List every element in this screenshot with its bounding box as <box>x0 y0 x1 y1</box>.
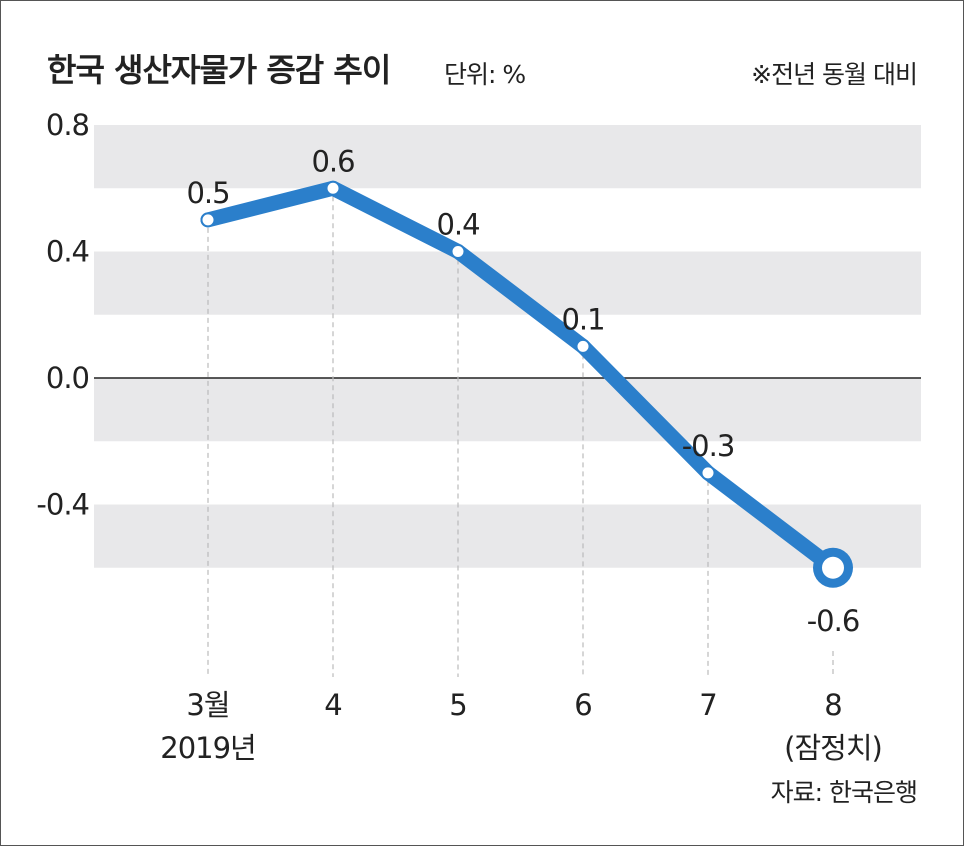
comparison-note: ※전년 동월 대비 <box>751 60 918 89</box>
x-tick-label: 8 <box>824 688 841 722</box>
data-point <box>700 465 716 481</box>
data-label: -0.6 <box>807 604 860 638</box>
data-label: 0.1 <box>561 302 604 336</box>
data-point <box>575 338 591 354</box>
data-point-highlight-center <box>822 556 844 579</box>
x-tick-label: 3월 <box>186 688 229 722</box>
x-tick-label: 5 <box>449 688 466 722</box>
grid-band <box>94 378 921 442</box>
grid-band <box>94 125 921 189</box>
unit-label: 단위: % <box>444 60 526 89</box>
chart-title: 한국 생산자물가 증감 추이 <box>47 51 391 89</box>
data-label: 0.6 <box>311 144 354 178</box>
x-tick-label: (잠정치) <box>784 731 882 765</box>
x-tick-label: 4 <box>324 688 341 722</box>
x-tick-label: 6 <box>574 688 591 722</box>
data-point <box>325 180 341 196</box>
series-line <box>200 180 841 576</box>
data-label: 0.5 <box>186 176 229 210</box>
data-point <box>450 244 466 259</box>
y-tick-label: 0.4 <box>46 235 89 269</box>
data-point <box>200 212 216 228</box>
y-tick-label: 0.0 <box>46 361 89 395</box>
y-tick-label: -0.4 <box>36 488 89 522</box>
data-label: -0.3 <box>682 429 735 463</box>
x-tick-label: 2019년 <box>160 731 255 765</box>
y-tick-label: 0.8 <box>46 108 89 142</box>
x-tick-label: 7 <box>699 688 716 722</box>
source-label: 자료: 한국은행 <box>770 778 918 807</box>
data-label: 0.4 <box>436 208 479 242</box>
